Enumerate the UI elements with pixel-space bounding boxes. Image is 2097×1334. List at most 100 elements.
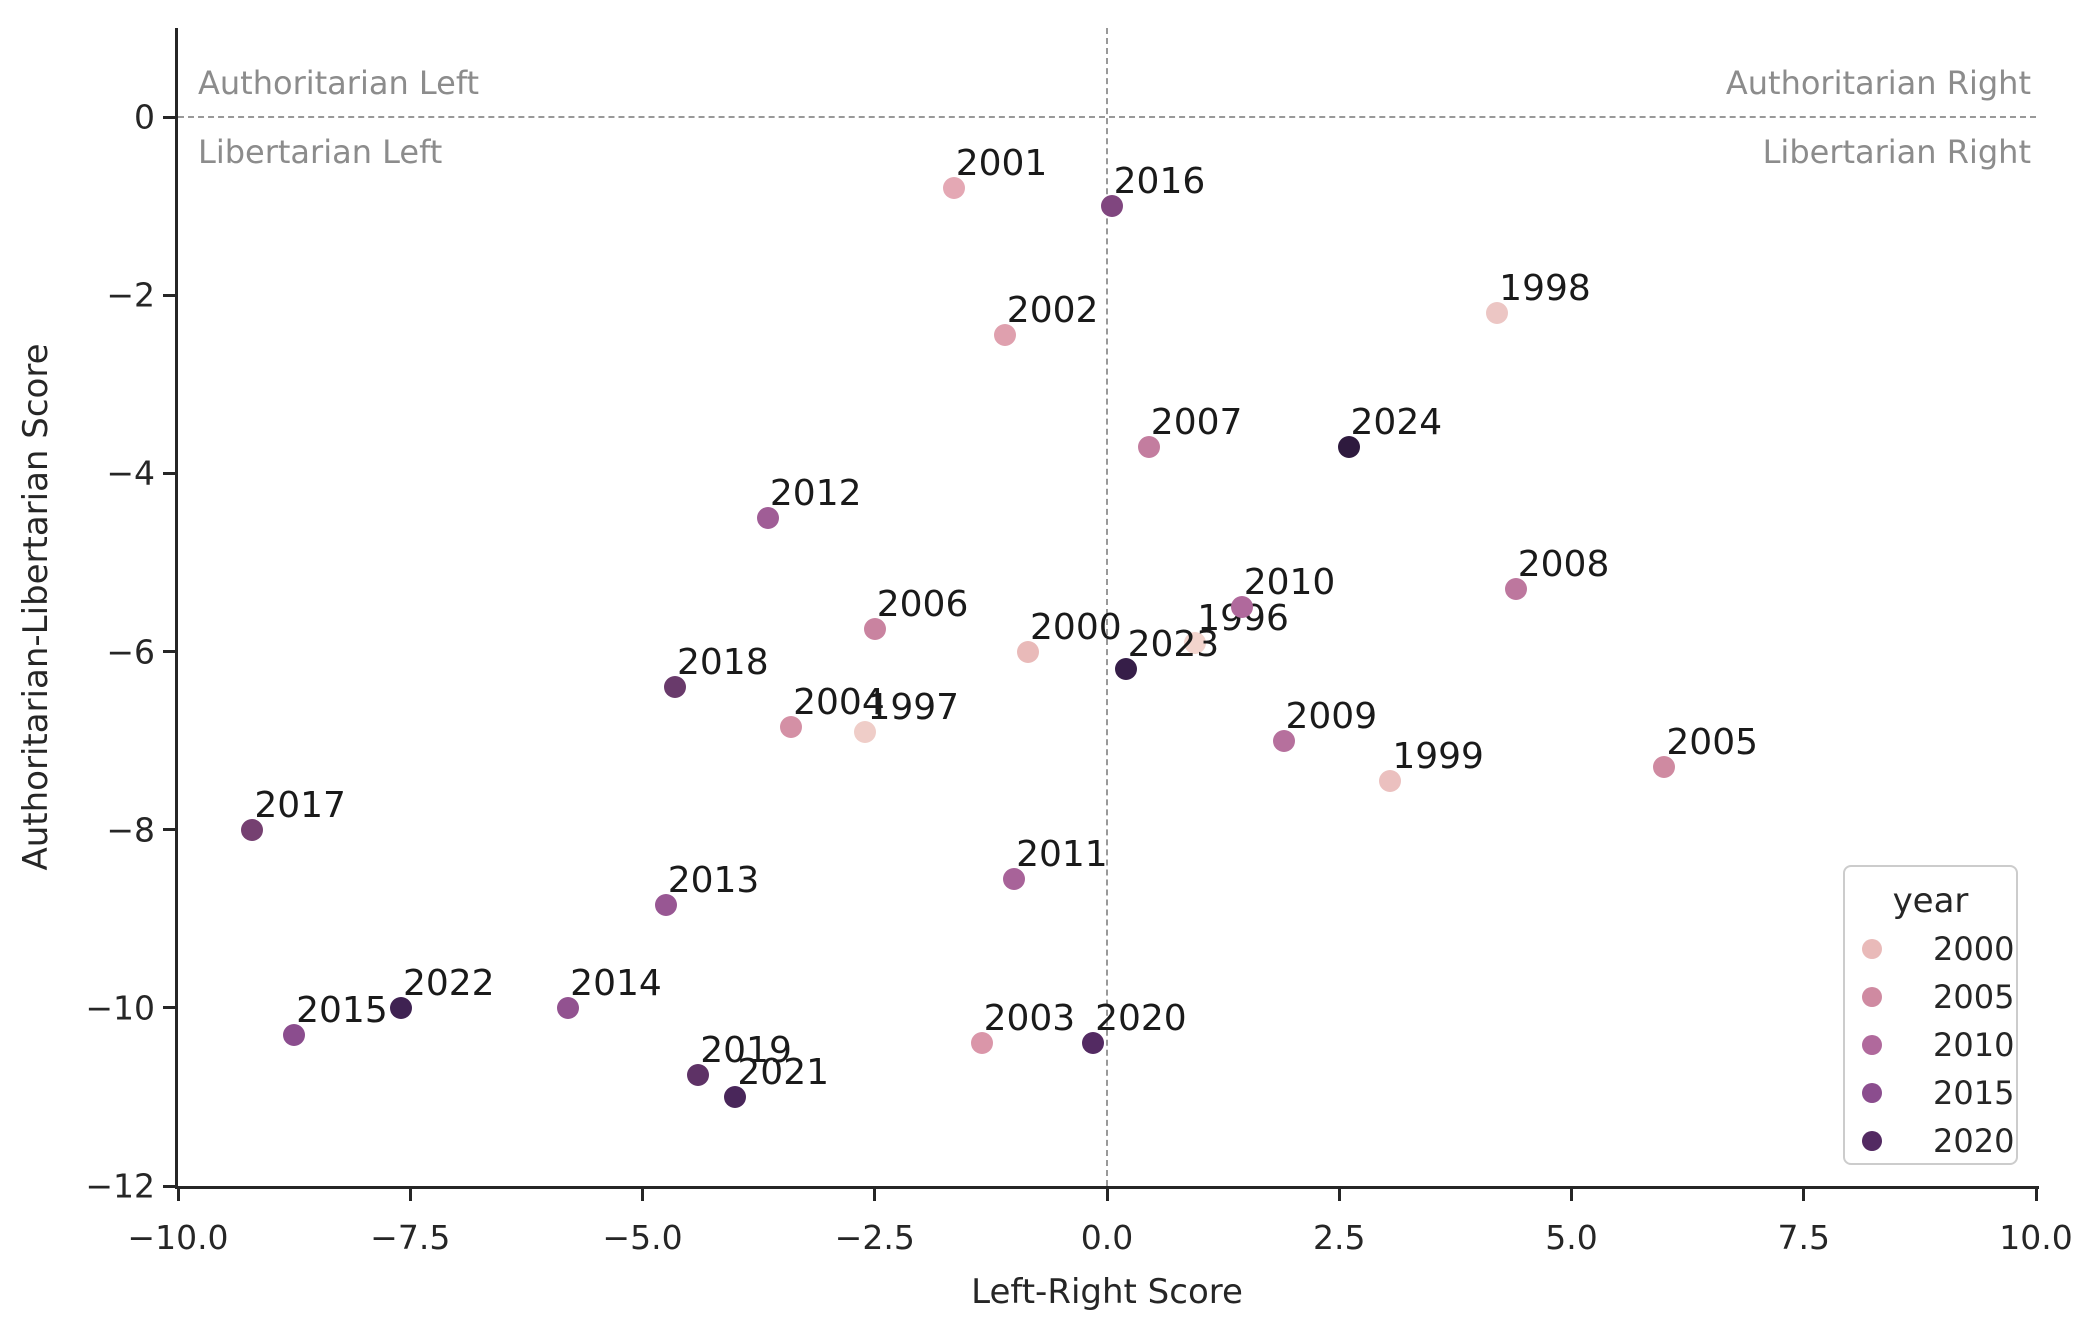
y-tick-mark <box>163 471 176 475</box>
x-tick-mark <box>176 1188 180 1201</box>
point-label-2003: 2003 <box>983 998 1076 1040</box>
point-label-2014: 2014 <box>570 962 662 1004</box>
x-tick-mark <box>641 1188 644 1201</box>
point-label-2020: 2020 <box>1095 998 1187 1040</box>
point-label-2017: 2017 <box>254 784 346 826</box>
data-point-2009[interactable] <box>1272 729 1295 752</box>
quadrant-label-bottom-left: Libertarian Left <box>198 133 443 172</box>
data-point-2015[interactable] <box>283 1023 306 1046</box>
point-label-2005: 2005 <box>1666 722 1759 764</box>
data-point-2010[interactable] <box>1230 596 1253 618</box>
y-tick-label: −4 <box>106 453 155 493</box>
point-label-1999: 1999 <box>1392 735 1484 777</box>
point-label-2022: 2022 <box>402 962 495 1004</box>
legend-label-2020: 2020 <box>1933 1122 2015 1160</box>
y-tick-mark <box>163 115 176 119</box>
x-tick-label: 2.5 <box>1313 1218 1366 1257</box>
x-tick-mark <box>1802 1188 1806 1201</box>
zero-vertical-refline <box>1106 28 1108 1186</box>
data-point-2008[interactable] <box>1504 578 1527 601</box>
legend-swatch-2010[interactable] <box>1862 1035 1882 1055</box>
data-point-2002[interactable] <box>993 324 1016 347</box>
point-label-2006: 2006 <box>876 584 969 626</box>
y-tick-label: −12 <box>85 1166 155 1206</box>
point-label-2002: 2002 <box>1006 290 1099 332</box>
legend-label-2000: 2000 <box>1933 930 2015 968</box>
y-axis-spine <box>175 28 178 1189</box>
data-point-2016[interactable] <box>1100 195 1123 218</box>
data-point-2012[interactable] <box>756 506 779 529</box>
data-point-2003[interactable] <box>970 1032 993 1055</box>
data-point-1998[interactable] <box>1486 302 1509 325</box>
y-tick-label: 0 <box>134 97 155 137</box>
x-tick-mark <box>1337 1188 1341 1201</box>
data-point-2022[interactable] <box>389 996 412 1019</box>
point-label-2009: 2009 <box>1285 695 1378 737</box>
data-point-2019[interactable] <box>687 1063 710 1086</box>
y-axis-title: Authoritarian-Libertarian Score <box>16 343 56 871</box>
legend-swatch-2000[interactable] <box>1862 939 1882 959</box>
quadrant-label-top-right: Authoritarian Right <box>1725 64 2031 103</box>
data-point-2020[interactable] <box>1082 1032 1105 1055</box>
data-point-2014[interactable] <box>557 996 580 1019</box>
point-label-1998: 1998 <box>1499 268 1591 310</box>
x-tick-label: 10.0 <box>1999 1218 2073 1257</box>
x-tick-mark <box>1105 1188 1109 1201</box>
x-tick-label: −7.5 <box>370 1218 451 1257</box>
point-label-2019: 2019 <box>700 1029 792 1071</box>
y-tick-label: −10 <box>85 988 155 1028</box>
data-point-2023[interactable] <box>1114 658 1137 681</box>
x-axis-title: Left-Right Score <box>971 1272 1243 1312</box>
point-label-2000: 2000 <box>1030 606 1122 648</box>
legend-label-2005: 2005 <box>1933 978 2015 1016</box>
point-label-2023: 2023 <box>1127 624 1220 666</box>
data-point-2021[interactable] <box>724 1085 747 1108</box>
data-point-2011[interactable] <box>1003 867 1026 890</box>
data-point-2000[interactable] <box>1017 640 1040 663</box>
data-point-2024[interactable] <box>1337 435 1360 458</box>
data-point-1997[interactable] <box>854 720 877 743</box>
data-point-2004[interactable] <box>780 716 803 739</box>
legend-box: year 2000 2005 2010 2015 2020 <box>1843 865 2018 1165</box>
point-label-2021: 2021 <box>737 1051 830 1093</box>
data-point-2018[interactable] <box>664 676 686 699</box>
legend-swatch-2015[interactable] <box>1862 1083 1882 1103</box>
quadrant-label-top-left: Authoritarian Left <box>198 64 480 103</box>
legend-swatch-2005[interactable] <box>1862 987 1882 1007</box>
point-label-2010: 2010 <box>1243 562 1336 603</box>
y-tick-mark <box>163 1006 176 1010</box>
y-tick-mark <box>163 1184 176 1188</box>
point-label-2015: 2015 <box>296 989 388 1031</box>
data-point-2017[interactable] <box>241 818 264 841</box>
y-tick-mark <box>163 650 176 654</box>
legend-swatch-2020[interactable] <box>1862 1131 1882 1151</box>
legend-title: year <box>1892 881 1969 921</box>
x-tick-label: −2.5 <box>834 1218 915 1257</box>
data-point-2001[interactable] <box>942 177 965 200</box>
x-tick-label: 7.5 <box>1777 1218 1830 1257</box>
data-point-2005[interactable] <box>1653 756 1676 779</box>
data-point-1996[interactable] <box>1184 631 1207 654</box>
point-label-2024: 2024 <box>1350 401 1443 443</box>
data-point-2013[interactable] <box>654 894 677 917</box>
point-label-2008: 2008 <box>1517 544 1610 586</box>
data-point-2007[interactable] <box>1137 435 1160 458</box>
legend-label-2015: 2015 <box>1933 1074 2015 1112</box>
quadrant-label-bottom-right: Libertarian Right <box>1762 133 2031 172</box>
point-label-2004: 2004 <box>793 682 885 724</box>
data-point-2006[interactable] <box>863 618 886 641</box>
point-label-2001: 2001 <box>955 143 1048 185</box>
x-tick-label: 0.0 <box>1080 1218 1134 1257</box>
y-tick-mark <box>163 293 176 297</box>
point-label-1997: 1997 <box>867 686 960 728</box>
x-tick-label: −10.0 <box>127 1218 229 1257</box>
x-tick-mark <box>2034 1188 2038 1201</box>
y-tick-label: −8 <box>106 810 155 850</box>
point-label-2016: 2016 <box>1113 161 1206 203</box>
data-point-1999[interactable] <box>1379 769 1402 792</box>
point-label-2007: 2007 <box>1150 401 1243 443</box>
point-label-2018: 2018 <box>677 642 769 684</box>
x-tick-mark <box>1570 1188 1573 1201</box>
x-tick-mark <box>873 1188 877 1201</box>
x-tick-mark <box>408 1188 412 1201</box>
